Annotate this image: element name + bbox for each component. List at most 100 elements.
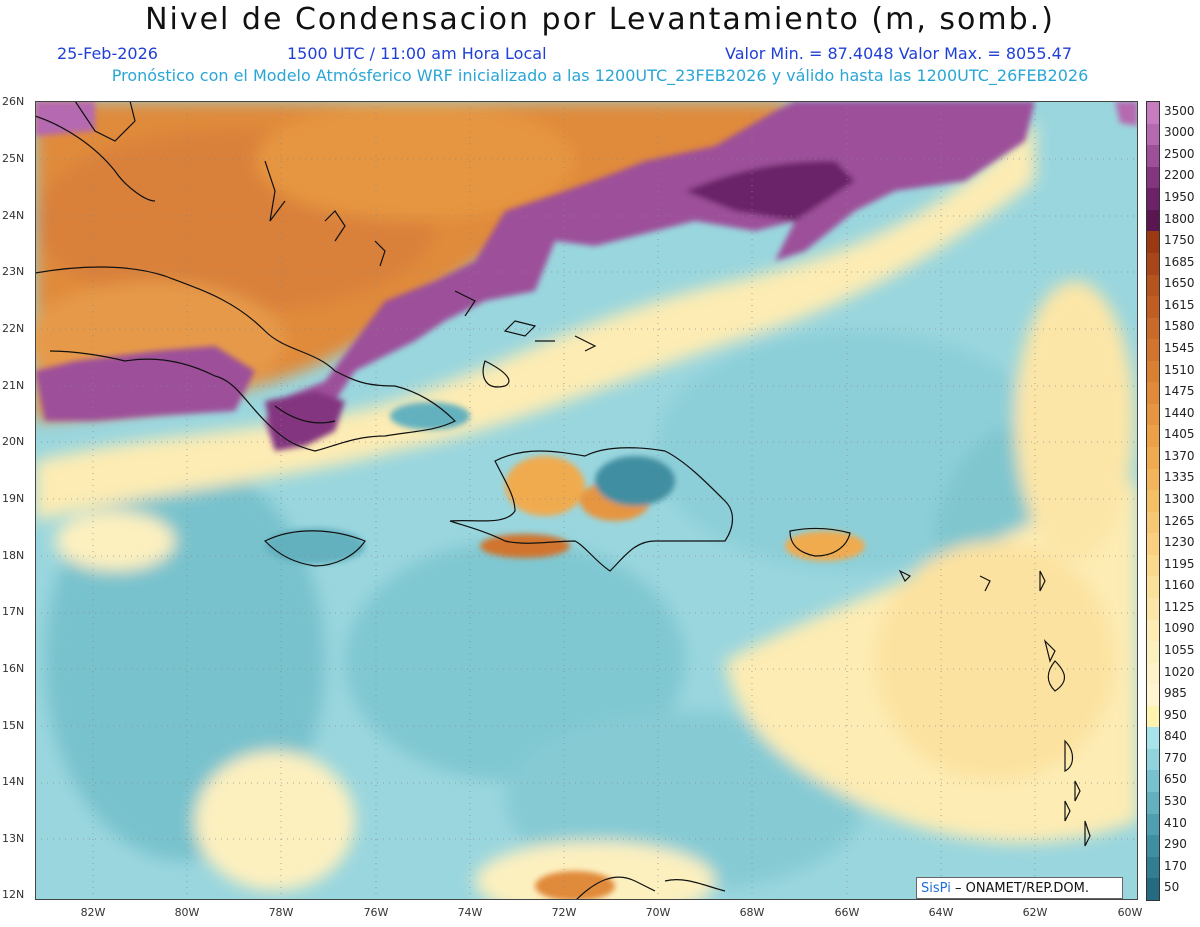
colorbar-label: 1580	[1164, 319, 1195, 334]
lat-label: 26N	[2, 95, 25, 108]
colorbar-label: 1160	[1164, 578, 1195, 593]
colorbar-label: 770	[1164, 750, 1187, 765]
colorbar-swatch	[1147, 878, 1159, 900]
colorbar-label: 1750	[1164, 233, 1195, 248]
page-title: Nivel de Condensacion por Levantamiento …	[145, 2, 1055, 37]
lon-label: 80W	[174, 906, 200, 919]
colorbar-swatch	[1147, 813, 1159, 836]
colorbar-swatch	[1147, 425, 1159, 447]
colorbar-swatch	[1147, 705, 1159, 728]
colorbar-swatch	[1147, 360, 1159, 383]
colorbar-label: 1195	[1164, 556, 1195, 571]
colorbar-label: 1545	[1164, 341, 1195, 356]
colorbar-swatch	[1147, 252, 1159, 275]
colorbar-label: 650	[1164, 772, 1187, 787]
colorbar-label: 50	[1164, 880, 1180, 895]
lon-label: 82W	[80, 906, 106, 919]
colorbar-swatch	[1147, 641, 1159, 663]
colorbar-label: 1335	[1164, 470, 1195, 485]
colorbar-swatch	[1147, 317, 1159, 340]
lon-label: 66W	[834, 906, 860, 919]
colorbar-label: 1300	[1164, 492, 1195, 506]
colorbar-swatch	[1147, 296, 1159, 318]
colorbar-swatch	[1147, 274, 1159, 297]
colorbar-swatch	[1147, 770, 1159, 792]
colorbar-label: 1230	[1164, 535, 1195, 550]
brand-label: SisPi	[921, 881, 951, 896]
lat-label: 17N	[2, 605, 25, 618]
colorbar-label: 1510	[1164, 362, 1195, 377]
colorbar-swatch	[1147, 619, 1159, 642]
lat-label: 14N	[2, 775, 25, 788]
lon-label: 76W	[363, 906, 389, 919]
lat-label: 15N	[2, 719, 25, 732]
colorbar-label: 1440	[1164, 405, 1195, 420]
colorbar-label: 2500	[1164, 146, 1195, 161]
map-canvas	[35, 101, 1138, 900]
lon-label: 72W	[551, 906, 577, 919]
colorbar-label: 2200	[1164, 168, 1195, 183]
colorbar-label: 1090	[1164, 621, 1195, 636]
colorbar-label: 1265	[1164, 513, 1195, 528]
credit-box: SisPi – ONAMET/REP.DOM.	[916, 877, 1123, 899]
colorbar-swatch	[1147, 576, 1159, 598]
lcl-map	[35, 101, 1138, 900]
colorbar-label: 1020	[1164, 664, 1195, 679]
lat-label: 21N	[2, 379, 25, 392]
minmax-label: Valor Min. = 87.4048 Valor Max. = 8055.4…	[725, 44, 1073, 63]
colorbar-label: 1950	[1164, 190, 1195, 205]
colorbar-label: 1405	[1164, 427, 1195, 442]
colorbar-label: 530	[1164, 793, 1187, 808]
lon-label: 70W	[645, 906, 671, 919]
colorbar-label: 3500	[1164, 103, 1195, 118]
lon-label: 74W	[457, 906, 483, 919]
colorbar-swatch	[1147, 554, 1159, 577]
colorbar-swatch	[1147, 209, 1159, 232]
colorbar-swatch	[1147, 792, 1159, 814]
forecast-label: Pronóstico con el Modelo Atmósferico WRF…	[111, 66, 1089, 85]
colorbar-label: 1370	[1164, 448, 1195, 463]
coastlines	[35, 101, 1091, 900]
colorbar-label: 3000	[1164, 125, 1195, 140]
colorbar-label: 1650	[1164, 276, 1195, 291]
colorbar-label: 950	[1164, 707, 1187, 722]
colorbar-label: 1055	[1164, 642, 1195, 657]
lat-label: 22N	[2, 322, 25, 335]
lat-label: 20N	[2, 435, 25, 448]
lat-label: 24N	[2, 209, 25, 222]
colorbar-swatch	[1147, 533, 1159, 555]
colorbar-label: 1475	[1164, 384, 1195, 399]
colorbar-swatch	[1147, 447, 1159, 469]
lon-label: 60W	[1117, 906, 1143, 919]
colorbar-swatch	[1147, 123, 1159, 146]
colorbar-swatch	[1147, 382, 1159, 404]
colorbar-swatch	[1147, 662, 1159, 685]
colorbar-label: 1125	[1164, 599, 1195, 614]
colorbar-label: 1685	[1164, 254, 1195, 269]
colorbar-label: 1800	[1164, 211, 1195, 226]
time-label: 1500 UTC / 11:00 am Hora Local	[287, 44, 547, 63]
date-label: 25-Feb-2026	[57, 44, 158, 63]
colorbar-swatch	[1147, 102, 1159, 124]
colorbar-label: 170	[1164, 858, 1187, 873]
colorbar-label: 985	[1164, 686, 1187, 701]
colorbar-label: 1615	[1164, 297, 1195, 312]
colorbar-swatch	[1147, 339, 1159, 361]
colorbar-swatch	[1147, 166, 1159, 189]
colorbar-label: 840	[1164, 729, 1187, 744]
lat-label: 12N	[2, 888, 25, 901]
colorbar-swatch	[1147, 231, 1159, 253]
lat-label: 23N	[2, 265, 25, 278]
colorbar-swatch	[1147, 468, 1159, 491]
colorbar-swatch	[1147, 145, 1159, 167]
lon-label: 64W	[928, 906, 954, 919]
colorbar-swatch	[1147, 597, 1159, 620]
lon-label: 78W	[268, 906, 294, 919]
lon-label: 68W	[739, 906, 765, 919]
colorbar-label: 410	[1164, 815, 1187, 830]
lat-label: 19N	[2, 492, 25, 505]
lat-label: 18N	[2, 549, 25, 562]
colorbar-swatch	[1147, 188, 1159, 210]
colorbar-swatch	[1147, 684, 1159, 706]
colorbar-swatch	[1147, 727, 1159, 749]
